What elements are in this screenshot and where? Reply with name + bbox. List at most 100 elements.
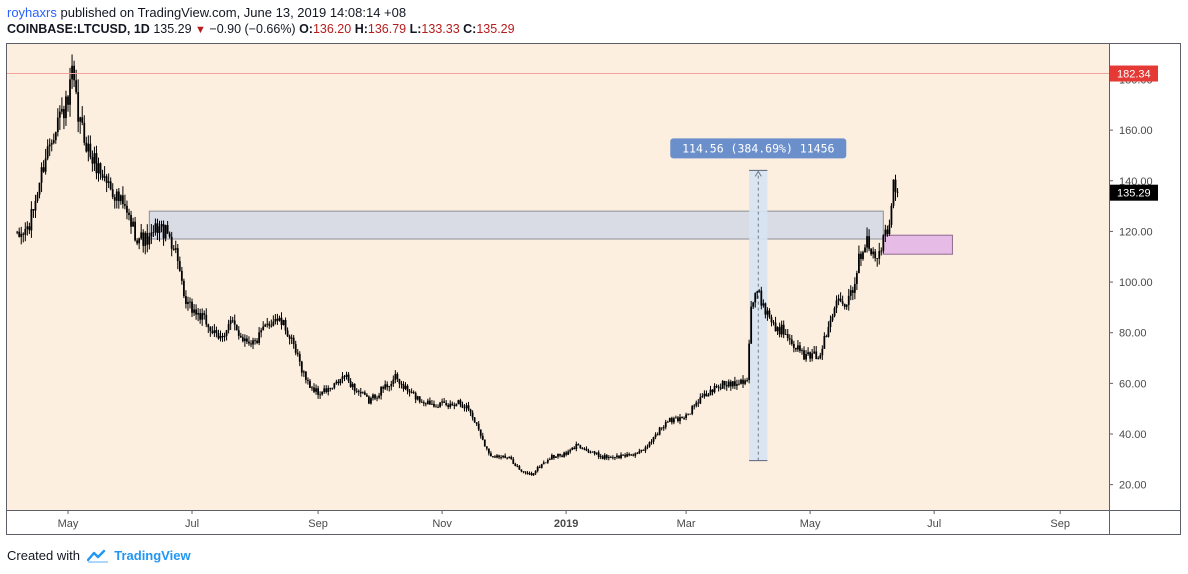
candle-body — [451, 403, 454, 406]
candle-body — [150, 232, 153, 237]
candle-body — [882, 235, 885, 251]
candle-body — [860, 253, 862, 259]
candle-body — [839, 298, 842, 302]
candle-body — [323, 388, 326, 392]
candle-body — [48, 144, 51, 147]
chart-frame[interactable]: 114.56 (384.69%) 11456 20.00 40.00 60.00 80.… — [6, 43, 1181, 535]
candle-body — [522, 471, 525, 473]
x-tick-label: May — [800, 518, 821, 530]
candle-body — [672, 418, 675, 423]
published-text: published on TradingView.com, June 13, 2… — [60, 5, 407, 20]
candle-body — [837, 298, 840, 301]
candle-body — [567, 451, 570, 455]
candle-body — [50, 142, 53, 145]
candle-body — [862, 252, 864, 259]
created-with-text: Created with — [7, 548, 80, 563]
price-chart[interactable]: 114.56 (384.69%) 11456 20.00 40.00 60.00 80.… — [7, 44, 1180, 534]
candle-body — [142, 232, 145, 246]
candle-body — [465, 405, 468, 408]
candle-body — [772, 322, 775, 324]
candle-body — [138, 238, 141, 244]
tradingview-brand[interactable]: TradingView — [114, 548, 191, 563]
symbol-label[interactable]: COINBASE:LTCUSD, 1D — [7, 22, 150, 36]
candle-body — [437, 406, 439, 408]
candle-body — [278, 317, 281, 321]
candle-body — [731, 381, 734, 387]
candle-body — [400, 383, 403, 385]
candle-body — [180, 270, 183, 281]
candle-body — [71, 65, 73, 80]
candle-body — [677, 417, 679, 422]
candle-body — [429, 400, 431, 405]
candle-body — [227, 324, 230, 331]
candle-body — [847, 295, 850, 305]
candle-body — [191, 301, 193, 313]
x-tick-label: May — [58, 518, 79, 530]
candle-body — [607, 457, 610, 459]
candle-body — [63, 108, 65, 119]
candle-body — [105, 176, 108, 183]
candle-body — [532, 473, 535, 476]
candle-body — [634, 453, 637, 456]
y-tick-label: 80.00 — [1119, 328, 1147, 340]
candle-body — [298, 354, 301, 362]
candle-body — [44, 158, 47, 172]
candle-body — [461, 404, 464, 408]
candle-body — [284, 320, 287, 331]
candle-body — [250, 343, 252, 345]
candle-body — [394, 374, 397, 380]
candle-body — [146, 232, 149, 245]
candle-body — [723, 380, 726, 386]
candle-body — [595, 452, 598, 454]
candle-body — [128, 212, 130, 216]
candle-body — [500, 457, 502, 459]
candle-body — [353, 384, 356, 392]
candle-body — [79, 117, 82, 122]
candle-body — [740, 379, 742, 384]
candle-body — [337, 381, 340, 384]
candle-body — [573, 447, 576, 450]
candle-body — [418, 396, 421, 402]
candle-body — [555, 456, 557, 458]
candle-body — [117, 191, 120, 202]
candle-body — [89, 143, 92, 157]
candle-body — [711, 389, 714, 393]
author-link[interactable]: royhaxrs — [7, 5, 57, 20]
candle-body — [650, 441, 653, 443]
candle-body — [199, 313, 202, 320]
candle-body — [386, 384, 389, 388]
candle-body — [172, 248, 175, 250]
candle-body — [699, 397, 702, 404]
candle-body — [453, 405, 456, 407]
candle-body — [506, 457, 509, 459]
x-tick-label: Jul — [927, 518, 941, 530]
candle-body — [866, 236, 868, 248]
candle-body — [601, 456, 604, 459]
current-price-badge: 135.29 — [1117, 188, 1151, 200]
candle-body — [426, 400, 429, 405]
candle-body — [357, 390, 360, 392]
candle-body — [420, 401, 423, 403]
candle-body — [87, 143, 90, 152]
candle-body — [288, 336, 291, 339]
candle-body — [624, 455, 626, 457]
candle-body — [736, 384, 738, 386]
candle-body — [632, 454, 635, 456]
candle-body — [166, 225, 169, 234]
candle-body — [479, 429, 482, 436]
candle-body — [835, 300, 838, 309]
candle-body — [246, 338, 248, 342]
candle-body — [410, 391, 413, 393]
candle-body — [636, 453, 639, 455]
x-tick-label: Sep — [1050, 518, 1070, 530]
candle-body — [404, 385, 407, 389]
candle-body — [205, 314, 208, 325]
candle-body — [715, 386, 718, 387]
candle-body — [307, 379, 309, 381]
candle-body — [884, 229, 887, 236]
candle-body — [467, 405, 470, 410]
candle-body — [756, 291, 759, 294]
candle-body — [237, 330, 240, 336]
candle-body — [315, 388, 317, 392]
candle-body — [843, 303, 846, 307]
